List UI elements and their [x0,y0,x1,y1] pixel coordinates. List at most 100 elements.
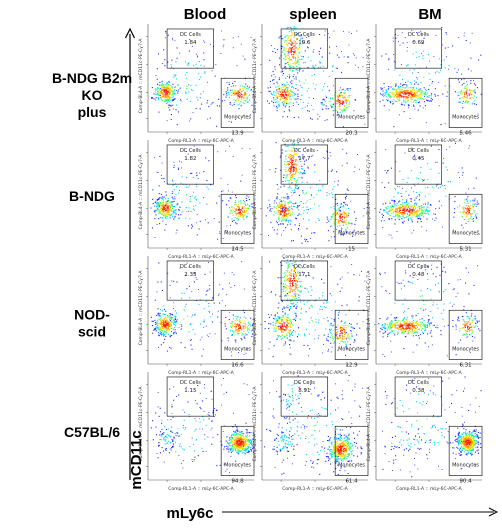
event-dot [287,44,289,46]
event-dot [400,83,402,85]
event-dot [234,92,236,94]
event-dot [221,300,223,302]
event-dot [418,194,420,196]
event-dot [290,340,292,342]
event-dot [345,204,347,206]
event-dot [289,325,291,327]
event-dot [163,207,165,209]
event-dot [165,322,167,324]
event-dot [462,208,464,210]
event-dot [362,215,364,217]
event-dot [229,282,230,284]
event-dot [236,92,238,94]
event-dot [384,209,386,211]
event-dot [152,325,154,327]
event-dot [205,294,207,296]
event-dot [467,68,469,70]
event-dot [167,210,169,212]
event-dot [269,86,271,88]
event-dot [151,97,153,99]
event-dot [342,88,344,90]
event-dot [277,86,279,88]
event-dot [394,223,396,225]
event-dot [197,56,198,58]
event-dot [173,320,175,322]
event-dot [160,202,162,204]
event-dot [276,89,278,91]
event-dot [290,278,292,280]
event-dot [287,201,289,203]
event-dot [419,195,421,197]
event-dot [289,110,291,112]
event-dot [294,273,296,275]
event-dot [393,96,395,98]
event-dot [416,204,417,206]
event-dot [241,95,243,97]
event-dot [174,329,176,331]
event-dot [349,101,351,103]
event-dot [463,209,465,211]
event-dot [284,65,286,67]
event-dot [382,90,384,92]
event-dot [423,50,425,52]
event-dot [334,181,336,183]
event-dot [159,320,161,322]
event-dot [280,205,282,207]
event-dot [177,92,179,94]
event-dot [388,208,390,210]
event-dot [316,184,318,186]
event-dot [293,27,295,29]
event-dot [160,90,162,92]
event-dot [302,172,304,174]
event-dot [290,169,292,171]
event-dot [477,113,479,115]
event-dot [339,218,341,220]
event-dot [412,210,413,212]
event-dot [284,210,286,212]
event-dot [295,93,297,95]
event-dot [151,87,153,89]
event-dot [274,68,276,70]
event-dot [221,100,223,102]
event-dot [327,340,329,342]
event-dot [404,206,406,208]
event-dot [169,313,171,315]
event-dot [420,209,422,211]
event-dot [293,68,295,70]
event-dot [166,204,168,206]
event-dot [285,91,287,93]
event-dot [185,303,187,305]
event-dot [326,300,328,302]
event-dot [401,89,403,91]
event-dot [157,209,159,211]
event-dot [157,281,159,283]
event-dot [198,228,200,230]
event-dot [283,306,285,308]
event-dot [292,51,294,53]
event-dot [469,204,471,206]
event-dot [172,205,174,207]
event-dot [391,207,393,209]
event-dot [293,319,295,321]
event-dot [284,307,286,309]
event-dot [274,48,276,50]
event-dot [324,100,326,102]
event-dot [469,210,471,212]
event-dot [413,41,415,42]
event-dot [280,204,282,206]
event-dot [187,225,189,227]
event-dot [163,90,165,92]
event-dot [338,222,340,224]
event-dot [294,153,296,155]
event-dot [333,223,335,225]
event-dot [417,218,419,220]
panel-x-label: Comp-RL1-A :: mLy-6C-APC-A [396,138,462,144]
event-dot [184,347,186,349]
event-dot [338,100,340,102]
event-dot [388,86,390,88]
event-dot [240,202,242,204]
event-dot [300,235,302,237]
monocyte-gate-label: Monocytes [224,115,251,121]
event-dot [229,89,231,91]
event-dot [432,218,433,220]
